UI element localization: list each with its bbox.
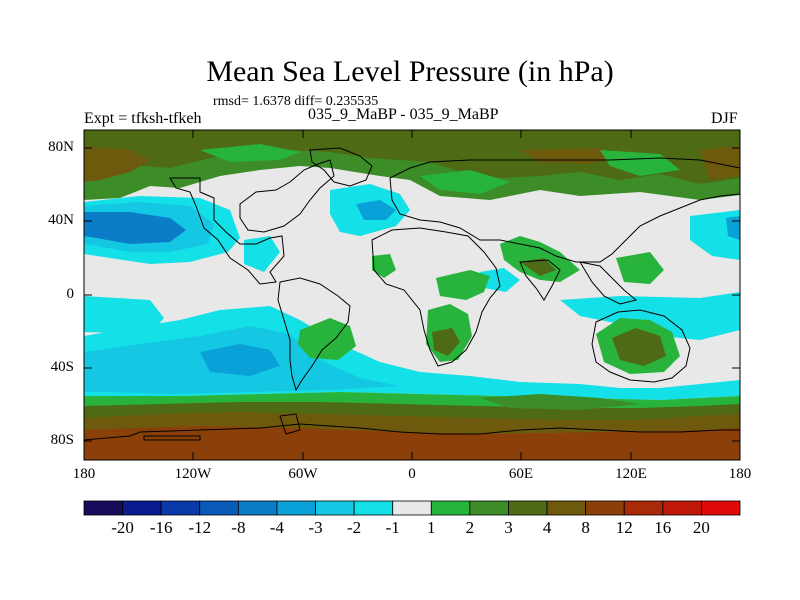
greenland-outline: [309, 147, 373, 187]
colorbar-swatch: [122, 500, 162, 516]
north-pacific-blue: [84, 212, 186, 244]
colorbar-label: 20: [692, 518, 710, 537]
india-outline: [519, 259, 561, 301]
experiment-label: Expt = tfksh-tfkeh: [84, 110, 202, 127]
period-label: 035_9_MaBP - 035_9_MaBP: [308, 106, 499, 123]
colorbar-label: -4: [269, 518, 284, 537]
south-indo-pacific-cyan: [560, 292, 740, 340]
lat-label-80n: 80N: [48, 139, 74, 155]
stats-text: rmsd= 1.6378 diff= 0.235535: [213, 94, 379, 109]
australia-outline: [591, 309, 691, 383]
southern-pacific-mid-blue: [200, 344, 280, 376]
colorbar-swatch: [83, 500, 123, 516]
lon-label-120e: 120E: [615, 466, 647, 482]
lon-label-0: 0: [408, 466, 416, 482]
colorbar-swatch: [701, 500, 741, 516]
colorbar-label: -2: [347, 518, 362, 537]
asia-olive: [520, 258, 556, 276]
southern-africa-olive: [432, 328, 460, 356]
lon-label-120w: 120W: [174, 466, 212, 482]
east-asia-green: [616, 252, 664, 284]
colorbar-swatch: [430, 500, 471, 516]
colorbar-label: 16: [654, 518, 672, 537]
colorbar-swatch: [623, 500, 664, 516]
colorbar-label: -12: [188, 518, 212, 537]
lat-label-40n: 40N: [48, 212, 74, 228]
colorbar-label: 12: [615, 518, 633, 537]
north-atlantic-blue: [356, 200, 396, 220]
arctic-green-patch: [200, 144, 680, 194]
north-america-outline: [169, 159, 335, 285]
south-indian-ocean-green: [480, 394, 640, 410]
lon-label-180e: 180: [728, 466, 752, 482]
west-africa-green: [372, 254, 396, 278]
colorbar-swatch: [585, 500, 625, 516]
map-field: [84, 130, 740, 460]
colorbar-swatch: [662, 500, 702, 516]
lat-label-0: 0: [66, 286, 75, 302]
lon-label-60e: 60E: [508, 466, 534, 482]
mexico-cyan: [244, 236, 280, 272]
east-pacific-blue: [726, 216, 740, 240]
colorbar: [83, 500, 741, 516]
colorbar-swatch: [276, 500, 316, 516]
colorbar-label: -8: [231, 518, 246, 537]
africa-outline: [371, 227, 501, 367]
colorbar-label: 2: [465, 518, 475, 537]
ross-ice-shelf-outline: [143, 435, 201, 441]
antarctica-outline: [84, 423, 740, 441]
southeast-asia-outline: [578, 261, 638, 305]
colorbar-label: -3: [308, 518, 323, 537]
africa-north-green: [436, 270, 490, 300]
lat-label-40s: 40S: [50, 359, 74, 375]
colorbar-label: 4: [542, 518, 552, 537]
season-label: DJF: [711, 110, 738, 127]
colorbar-label: -1: [385, 518, 400, 537]
colorbar-swatch: [469, 500, 509, 516]
colorbar-swatch: [315, 500, 355, 516]
south-america-green: [298, 318, 356, 360]
colorbar-label: -20: [111, 518, 134, 537]
antarctic-deep-brown: [84, 426, 740, 460]
colorbar-label: 1: [427, 518, 436, 537]
coastlines: [84, 147, 740, 441]
colorbar-swatch: [546, 500, 587, 516]
colorbar-label: 3: [504, 518, 513, 537]
colorbar-swatch: [199, 500, 239, 516]
colorbar-swatch: [508, 500, 548, 516]
colorbar-swatch: [353, 500, 394, 516]
arctic-brown-band: [84, 146, 740, 182]
colorbar-swatch: [160, 500, 201, 516]
colorbar-label: 8: [581, 518, 590, 537]
map-title: Mean Sea Level Pressure (in hPa): [206, 55, 614, 88]
eurasia-outline: [389, 157, 740, 263]
indian-ocean-cyan: [480, 268, 520, 292]
arctic-olive-band: [84, 130, 740, 184]
tropical-pacific-cyan: [84, 296, 164, 334]
south-america-outline: [277, 277, 351, 392]
lon-label-180w: 180: [72, 466, 96, 482]
colorbar-label: -16: [149, 518, 173, 537]
lon-label-60w: 60W: [288, 466, 318, 482]
australia-olive: [612, 328, 666, 366]
colorbar-swatch: [392, 500, 432, 516]
antarctic-peninsula-outline: [279, 413, 301, 435]
colorbar-swatch: [237, 500, 278, 516]
axis-ticks: [84, 130, 740, 460]
lat-label-80s: 80S: [50, 432, 74, 448]
